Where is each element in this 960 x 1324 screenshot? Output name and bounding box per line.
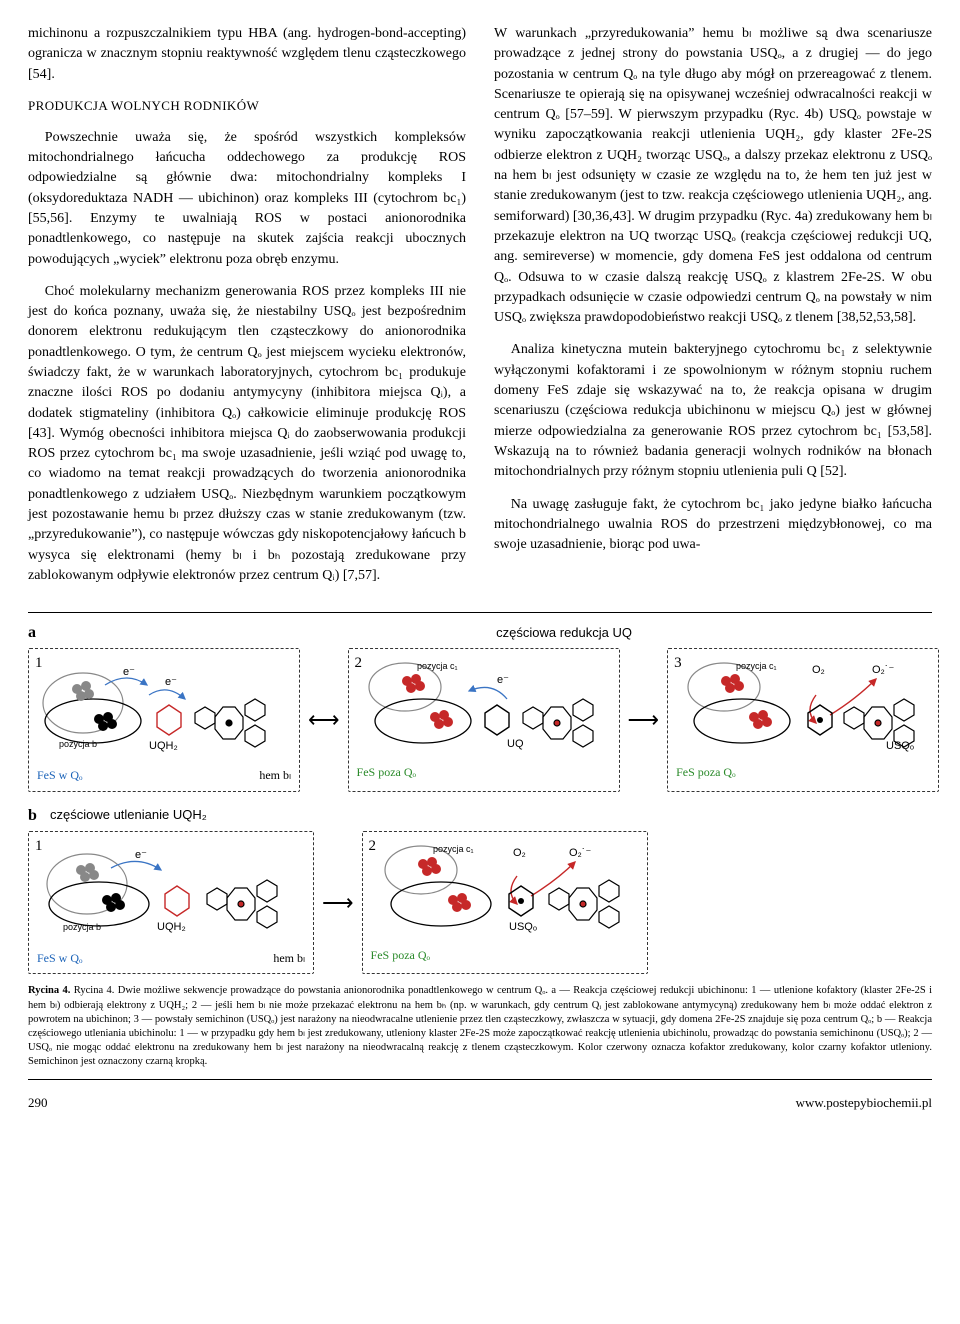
panel-a1: 1 e⁻ e⁻ (28, 648, 300, 791)
scheme-b1: e⁻ UQH₂ pozycja b (37, 838, 305, 946)
scheme-a2: pozycja c₁ e⁻ UQ (357, 655, 611, 763)
usqo-label: USQₒ (886, 740, 914, 752)
fes-in-label: FeS w Qₒ (37, 767, 82, 784)
poz-c1-label: pozycja c₁ (417, 661, 458, 671)
left-column: michinonu a rozpuszczalnikiem typu HBA (… (28, 24, 466, 598)
e-minus-label: e⁻ (123, 666, 135, 678)
poz-b-label: pozycja b (63, 922, 101, 932)
panel-b2: 2 pozycja c₁ O₂ O₂˙⁻ (362, 831, 648, 974)
page-number: 290 (28, 1094, 48, 1113)
subpanel-num: 3 (674, 653, 682, 675)
e-minus-label: e⁻ (135, 849, 147, 861)
uq-label: UQ (507, 738, 524, 750)
text-columns: michinonu a rozpuszczalnikiem typu HBA (… (28, 24, 932, 598)
row-b: 1 e⁻ UQH₂ (28, 831, 932, 974)
page-footer: 290 www.postepybiochemii.pl (28, 1094, 932, 1113)
fes-out-label: FeS poza Qₒ (676, 765, 735, 779)
panel-label-b: b (28, 802, 44, 827)
usqo-label: USQₒ (509, 921, 537, 933)
subpanel-num: 2 (355, 653, 363, 675)
fes-out-label: FeS poza Qₒ (371, 948, 430, 962)
fes-out-label: FeS poza Qₒ (357, 765, 416, 779)
hem-bl-label: hem bₗ (259, 767, 291, 784)
scheme-b2: pozycja c₁ O₂ O₂˙⁻ USQₒ (371, 838, 639, 946)
e-minus-label: e⁻ (497, 674, 509, 686)
figure-caption: Rycina 4. Rycina 4. Dwie możliwe sekwenc… (28, 984, 932, 1069)
scheme-a1: e⁻ e⁻ UQH₂ pozycja b (37, 655, 291, 763)
panel-a3: 3 pozycja c₁ O₂ O₂˙⁻ (667, 648, 939, 791)
para: W warunkach „przyredukowania” hemu bₗ mo… (494, 24, 932, 328)
panel-b1: 1 e⁻ UQH₂ (28, 831, 314, 974)
hem-bl-label: hem bₗ (273, 950, 305, 967)
o2-label: O₂ (812, 664, 825, 676)
poz-c1-label: pozycja c₁ (433, 844, 474, 854)
row-b-title: częściowe utlenianie UQH₂ (50, 806, 207, 825)
o2rad-label: O₂˙⁻ (569, 847, 591, 859)
para: Powszechnie uważa się, że spośród wszyst… (28, 128, 466, 270)
section-heading: PRODUKCJA WOLNYCH RODNIKÓW (28, 97, 466, 116)
panel-a2: 2 pozycja c₁ e⁻ U (348, 648, 620, 791)
fes-in-label: FeS w Qₒ (37, 950, 82, 967)
uqh2-label: UQH₂ (149, 740, 178, 752)
right-column: W warunkach „przyredukowania” hemu bₗ mo… (494, 24, 932, 598)
row-a-title: częściowa redukcja UQ (496, 624, 632, 643)
para: michinonu a rozpuszczalnikiem typu HBA (… (28, 24, 466, 85)
right-arrow-icon: ⟶ (628, 648, 660, 791)
para: Choć molekularny mechanizm generowania R… (28, 282, 466, 586)
para: Na uwagę zasługuje fakt, że cytochrom bc… (494, 495, 932, 556)
subpanel-num: 1 (35, 836, 43, 858)
footer-url: www.postepybiochemii.pl (796, 1094, 932, 1113)
o2-label: O₂ (513, 847, 526, 859)
figure-4: a częściowa redukcja UQ 1 (28, 612, 932, 1080)
o2rad-label: O₂˙⁻ (872, 664, 894, 676)
scheme-a3: pozycja c₁ O₂ O₂˙⁻ USQₒ (676, 655, 930, 763)
double-arrow-icon: ⟷ (308, 648, 340, 791)
row-a: 1 e⁻ e⁻ (28, 648, 932, 791)
para: Analiza kinetyczna mutein bakteryjnego c… (494, 340, 932, 482)
subpanel-num: 2 (369, 836, 377, 858)
panel-label-a: a (28, 619, 44, 644)
subpanel-num: 1 (35, 653, 43, 675)
e-minus-label: e⁻ (165, 676, 177, 688)
poz-b-label: pozycja b (59, 739, 97, 749)
poz-c1-label: pozycja c₁ (736, 661, 777, 671)
right-arrow-icon: ⟶ (322, 831, 354, 974)
caption-text: Rycina 4. Dwie możliwe sekwencje prowadz… (28, 985, 932, 1067)
uqh2-label: UQH₂ (157, 921, 186, 933)
